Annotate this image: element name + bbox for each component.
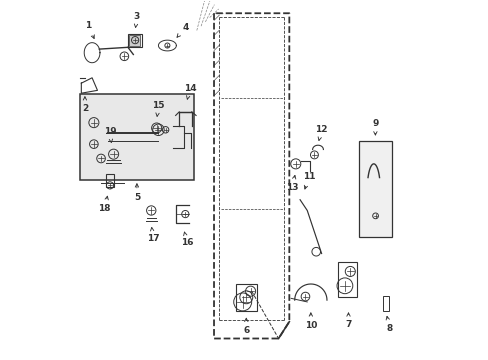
Bar <box>105 174 114 187</box>
Text: 17: 17 <box>146 228 159 243</box>
Text: 14: 14 <box>183 84 196 99</box>
Text: 9: 9 <box>371 119 378 135</box>
Text: 10: 10 <box>304 313 316 330</box>
Text: 18: 18 <box>98 196 111 213</box>
Text: 7: 7 <box>345 313 351 329</box>
Text: 15: 15 <box>152 101 164 116</box>
Bar <box>128 34 142 47</box>
Text: 2: 2 <box>81 97 88 113</box>
Bar <box>383 296 388 311</box>
Text: 8: 8 <box>386 316 392 333</box>
Text: 1: 1 <box>85 21 94 39</box>
Bar <box>129 35 140 46</box>
Text: 6: 6 <box>243 318 249 335</box>
Text: 12: 12 <box>315 125 327 140</box>
Bar <box>359 140 391 237</box>
Text: 16: 16 <box>181 232 193 247</box>
Text: 4: 4 <box>177 23 188 37</box>
Bar <box>337 262 357 297</box>
Text: 11: 11 <box>302 172 315 189</box>
Text: 13: 13 <box>285 175 298 192</box>
Text: 3: 3 <box>134 12 140 27</box>
Bar <box>235 284 257 311</box>
Text: 19: 19 <box>103 127 116 143</box>
Text: 5: 5 <box>134 184 140 202</box>
Bar <box>80 94 194 180</box>
